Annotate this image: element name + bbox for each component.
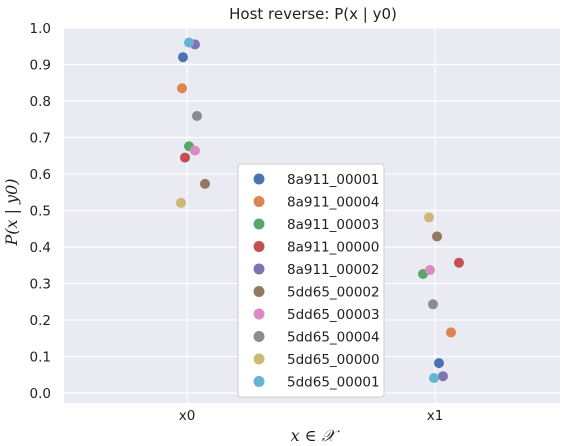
legend-item: 8a911_00004 xyxy=(253,195,379,211)
legend-item: 8a911_00001 xyxy=(253,172,379,188)
y-tick-label: 0.6 xyxy=(30,167,51,183)
point-8a911_00001-x1 xyxy=(434,358,444,369)
y-tick-labels: 0.0 0.1 0.2 0.3 0.4 0.5 0.6 0.7 0.8 0.9 1.0 xyxy=(30,21,51,402)
y-tick-label: 0.7 xyxy=(30,131,51,147)
y-tick-label: 0.4 xyxy=(30,240,51,256)
legend-item: 5dd65_00001 xyxy=(253,375,380,391)
point-5dd65_00001-x1 xyxy=(429,373,439,384)
legend-label: 8a911_00004 xyxy=(287,195,379,211)
point-5dd65_00001-x0 xyxy=(184,37,194,48)
point-8a911_00001-x0 xyxy=(178,52,188,63)
legend-marker xyxy=(253,308,265,320)
point-5dd65_00004-x0 xyxy=(192,110,202,121)
point-5dd65_00003-x0 xyxy=(190,145,200,156)
legend-label: 5dd65_00002 xyxy=(287,285,380,301)
chart-title: Host reverse: P(x | y0) xyxy=(229,5,397,23)
x-tick-labels: x0 x1 xyxy=(179,408,444,424)
point-5dd65_00000-x1 xyxy=(424,212,434,223)
x-tick-label: x0 xyxy=(179,408,196,424)
legend-item: 5dd65_00002 xyxy=(253,285,380,301)
legend-marker xyxy=(253,331,265,342)
legend-marker xyxy=(253,286,265,297)
y-tick-label: 0.8 xyxy=(30,94,51,110)
legend-box xyxy=(237,163,385,398)
point-8a911_00002-x1 xyxy=(438,371,448,382)
legend-marker xyxy=(253,263,265,275)
y-tick-label: 1.0 xyxy=(30,21,51,37)
data-points xyxy=(176,37,464,384)
y-tick-label: 0.3 xyxy=(30,277,51,293)
legend-marker xyxy=(253,173,265,185)
point-8a911_00000-x0 xyxy=(180,152,190,163)
x-tick-label: x1 xyxy=(427,408,444,424)
y-tick-label: 0.0 xyxy=(30,386,51,402)
point-5dd65_00003-x1 xyxy=(425,264,435,275)
legend-marker xyxy=(253,196,265,207)
point-5dd65_00000-x0 xyxy=(176,197,186,208)
legend-item: 8a911_00003 xyxy=(253,217,379,233)
point-8a911_00004-x1 xyxy=(446,327,456,338)
legend-label: 5dd65_00000 xyxy=(287,352,380,368)
legend-marker xyxy=(253,376,265,387)
y-tick-label: 0.5 xyxy=(30,204,51,220)
legend-marker xyxy=(253,241,265,252)
point-8a911_00000-x1 xyxy=(454,257,464,268)
x-axis-label: x ∈ 𝒳 xyxy=(291,426,341,445)
y-tick-label: 0.1 xyxy=(30,350,51,366)
legend-label: 5dd65_00003 xyxy=(287,307,380,323)
legend-label: 8a911_00003 xyxy=(287,217,379,233)
legend-item: 8a911_00002 xyxy=(253,262,379,278)
legend-item: 8a911_00000 xyxy=(253,240,379,256)
legend-item: 5dd65_00000 xyxy=(253,352,380,368)
legend-item: 5dd65_00004 xyxy=(253,330,380,346)
legend-label: 8a911_00002 xyxy=(287,262,379,278)
point-5dd65_00002-x1 xyxy=(432,231,442,242)
point-5dd65_00004-x1 xyxy=(428,299,438,310)
legend-label: 5dd65_00001 xyxy=(287,375,380,391)
legend-label: 5dd65_00004 xyxy=(287,330,380,346)
y-axis-label: P(x | y0) xyxy=(2,178,21,246)
legend-marker xyxy=(253,218,265,230)
point-5dd65_00002-x0 xyxy=(200,178,210,189)
legend-marker xyxy=(253,353,265,365)
y-tick-label: 0.2 xyxy=(30,313,51,329)
legend-label: 8a911_00000 xyxy=(287,240,379,256)
point-8a911_00004-x0 xyxy=(177,83,187,94)
legend: 8a911_00001 8a911_00004 8a911_00003 8a911_0… xyxy=(237,163,385,398)
legend-label: 8a911_00001 xyxy=(287,172,379,188)
legend-item: 5dd65_00003 xyxy=(253,307,380,323)
y-tick-label: 0.9 xyxy=(30,58,51,74)
